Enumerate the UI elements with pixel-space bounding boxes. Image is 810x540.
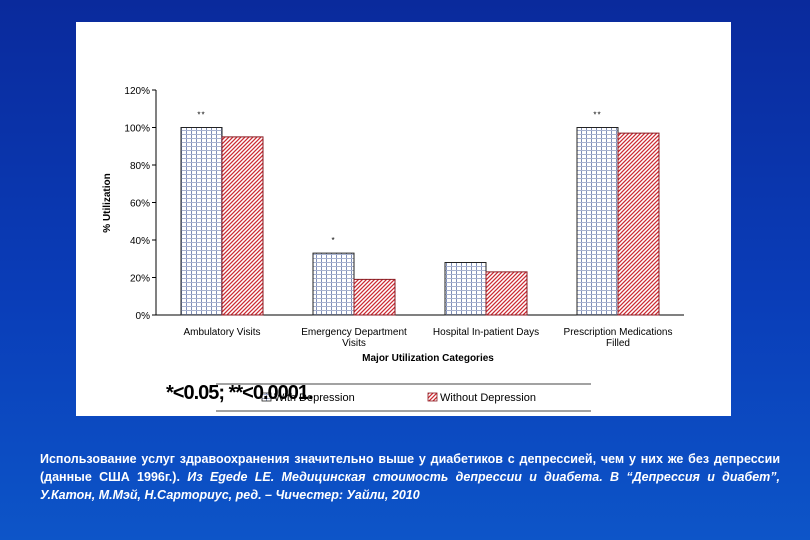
legend-label: With Depression [274,392,355,404]
bar-with-depression [576,127,619,316]
y-tick-label: 80% [130,161,150,172]
x-tick-label: Prescription Medications [564,327,673,338]
significance-note: *<0.05; **<0.0001. [166,382,314,404]
x-axis-title: Major Utilization Categories [362,353,494,364]
y-tick-label: 100% [124,124,150,135]
bar-without-depression [617,132,660,316]
significance-marker: * [331,236,335,245]
legend-label: Without Depression [440,392,536,404]
chart-panel: 0% 20% 40% 60% 80% 100% 120% % Utilization ** Am… [76,22,731,416]
caption-statement: Использование услуг здравоохранения знач… [40,452,780,484]
x-tick-label: Ambulatory Visits [183,327,260,338]
y-tick-label: 120% [124,86,150,97]
bar-without-depression [221,136,264,316]
bar-with-depression [180,127,223,316]
significance-marker: ** [593,111,601,120]
y-tick-label: 40% [130,236,150,247]
legend-swatch [261,392,272,402]
caption-source: Из Egede LE. Медицинская стоимость депре… [40,470,781,502]
bar-without-depression [485,271,528,316]
caption: Использование услуг здравоохранения знач… [40,450,780,504]
bar-chart: 0% 20% 40% 60% 80% 100% 120% % Utilization ** Am… [102,86,684,412]
bar-without-depression [353,278,396,316]
y-tick-label: 0% [136,311,151,322]
x-tick-label: Hospital In-patient Days [433,327,539,338]
y-tick-label: 60% [130,199,150,210]
y-axis-title: % Utilization [102,173,113,232]
bar-with-depression [444,262,487,316]
bar-with-depression [312,252,355,316]
legend-swatch [427,392,438,402]
x-tick-label: Visits [342,338,366,349]
x-tick-label: Filled [606,338,630,349]
x-tick-label: Emergency Department [301,327,407,338]
significance-marker: ** [197,111,205,120]
y-tick-label: 20% [130,274,150,285]
